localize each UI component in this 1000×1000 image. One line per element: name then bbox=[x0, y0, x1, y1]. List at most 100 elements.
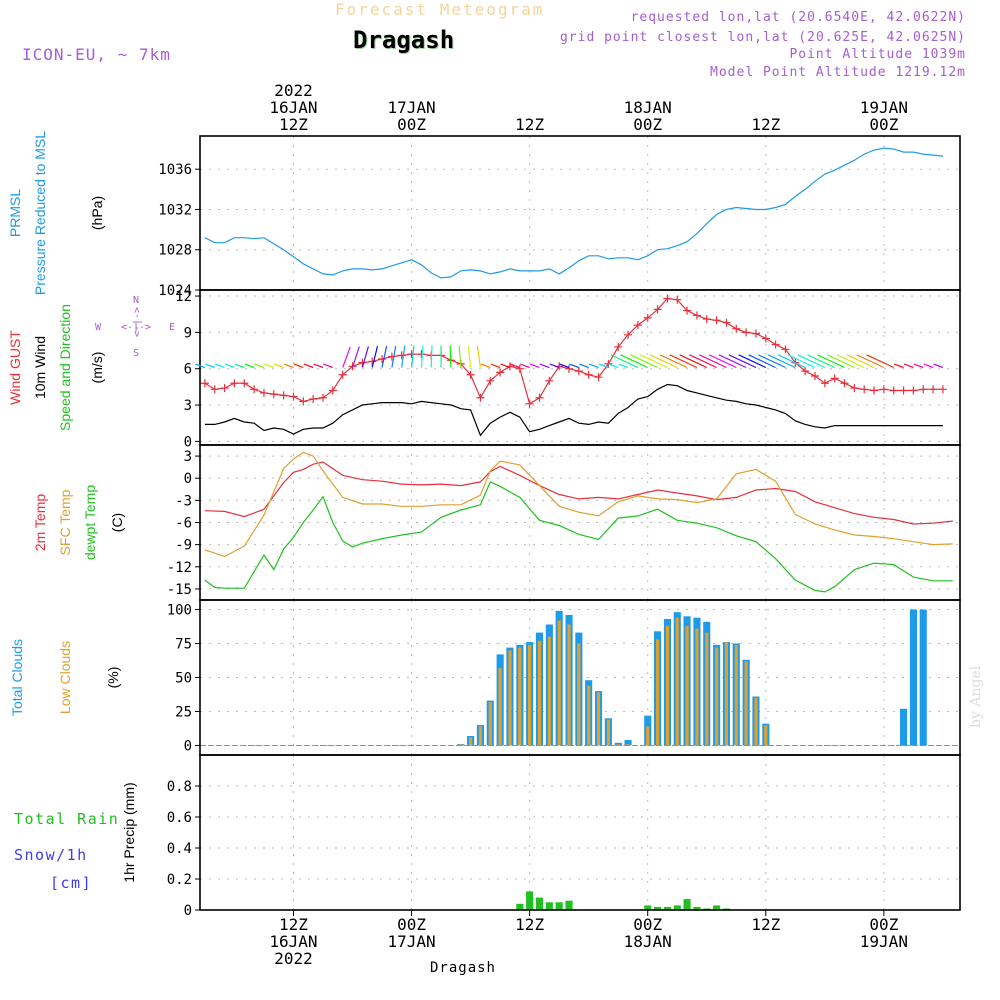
wind-arrow bbox=[659, 354, 688, 369]
wind-arrow bbox=[430, 345, 433, 368]
panel-label: (hPa) bbox=[89, 196, 105, 230]
bar-low-clouds bbox=[616, 744, 620, 746]
y-tick-label: 3 bbox=[184, 398, 192, 414]
wind-arrow bbox=[836, 354, 865, 369]
wind-arrow bbox=[893, 363, 904, 369]
wind-arrow bbox=[846, 354, 875, 369]
panel-label: 10m Wind bbox=[32, 336, 48, 399]
gust-point bbox=[840, 379, 849, 388]
wind-arrow bbox=[254, 363, 265, 369]
gust-point bbox=[279, 391, 288, 400]
panel-label: dewpt Temp bbox=[82, 485, 98, 560]
panel-label: 1hr Precip (mm) bbox=[121, 782, 137, 882]
point-altitude: Point Altitude 1039m bbox=[789, 47, 966, 62]
top-time-label: 00Z bbox=[397, 115, 426, 134]
panel-label: Low Clouds bbox=[57, 641, 73, 714]
top-time-label: 16JAN bbox=[269, 98, 317, 117]
wind-arrow bbox=[923, 363, 934, 369]
panel-frame bbox=[199, 289, 961, 446]
gust-point bbox=[535, 393, 544, 402]
wind-arrow bbox=[420, 345, 424, 368]
wind-arrow bbox=[549, 363, 560, 369]
bar-total-rain bbox=[693, 906, 701, 910]
wind-arrow bbox=[458, 345, 462, 368]
wind-arrow bbox=[699, 354, 727, 369]
panel-label: 2m Temp bbox=[32, 494, 48, 552]
wind-arrow bbox=[283, 363, 294, 369]
compass-ns-arrow: <-|-> bbox=[132, 307, 143, 337]
gust-point bbox=[801, 367, 810, 376]
bar-total-rain bbox=[713, 905, 721, 910]
gust-point bbox=[240, 379, 249, 388]
wind-arrow bbox=[618, 363, 629, 369]
top-time-label: 00Z bbox=[633, 115, 662, 134]
bar-low-clouds bbox=[587, 685, 591, 746]
y-tick-label: 9 bbox=[184, 325, 192, 341]
bar-total-clouds bbox=[624, 740, 632, 746]
wind-arrow bbox=[449, 345, 452, 368]
wind-arrow bbox=[748, 354, 776, 369]
gust-point bbox=[210, 385, 219, 394]
compass-we-arrow: <-|-> bbox=[121, 322, 151, 333]
wind-arrow bbox=[539, 363, 550, 369]
bottom-time-label: 12Z bbox=[751, 915, 780, 934]
wind-arrow bbox=[559, 363, 570, 369]
wind-arrow bbox=[476, 345, 481, 368]
gust-point bbox=[515, 364, 524, 373]
y-tick-label: 0.4 bbox=[167, 841, 192, 857]
bar-low-clouds bbox=[508, 650, 512, 746]
wind-arrow bbox=[529, 363, 540, 369]
bar-low-clouds bbox=[478, 726, 482, 746]
gust-point bbox=[397, 351, 406, 360]
meteogram-title: Forecast Meteogram bbox=[335, 0, 545, 19]
gust-point bbox=[850, 384, 859, 393]
bar-low-clouds bbox=[656, 639, 660, 746]
bottom-time-label: 16JAN bbox=[269, 932, 317, 951]
wind-arrow bbox=[467, 345, 472, 368]
gust-point bbox=[250, 385, 259, 394]
footer-place: Dragash bbox=[430, 960, 496, 976]
gust-point bbox=[604, 359, 613, 368]
requested-coordinates: requested lon,lat (20.6540E, 42.0622N) bbox=[630, 10, 966, 25]
y-tick-label: 12 bbox=[175, 289, 192, 305]
gust-point bbox=[742, 328, 751, 337]
y-tick-label: 75 bbox=[175, 637, 192, 653]
wind-arrow bbox=[579, 363, 589, 369]
wind-arrow bbox=[933, 363, 944, 369]
top-time-label: 19JAN bbox=[860, 98, 908, 117]
wind-arrow bbox=[371, 346, 379, 368]
series-line-wind-gust bbox=[204, 297, 943, 405]
wind-arrow bbox=[588, 363, 599, 369]
wind-arrow bbox=[500, 363, 511, 369]
wind-arrow bbox=[224, 363, 235, 369]
gust-point bbox=[387, 352, 396, 361]
gust-point bbox=[938, 385, 947, 394]
bar-total-rain bbox=[565, 900, 573, 910]
y-tick-label: 1036 bbox=[158, 162, 192, 178]
top-time-label: 12Z bbox=[515, 115, 544, 134]
gust-point bbox=[417, 350, 426, 359]
gust-point bbox=[358, 358, 367, 367]
bar-low-clouds bbox=[675, 617, 679, 746]
top-time-label: 12Z bbox=[751, 115, 780, 134]
wind-arrow bbox=[293, 363, 304, 369]
wind-arrow bbox=[608, 363, 619, 369]
rain-legend-label: Total Rain bbox=[14, 810, 119, 828]
gust-point bbox=[919, 385, 928, 394]
location-name: Dragash bbox=[353, 26, 455, 54]
panel-label: Pressure Reduced to MSL bbox=[32, 131, 48, 295]
bar-low-clouds bbox=[567, 624, 571, 746]
gust-point bbox=[860, 385, 869, 394]
gust-point bbox=[929, 385, 938, 394]
gust-point bbox=[820, 379, 829, 388]
bar-low-clouds bbox=[547, 636, 551, 746]
gust-point bbox=[889, 386, 898, 395]
wind-arrow bbox=[351, 346, 360, 368]
wind-arrow bbox=[361, 346, 369, 368]
top-time-label: 18JAN bbox=[624, 98, 672, 117]
y-tick-label: 3 bbox=[184, 449, 192, 465]
wind-arrow bbox=[510, 363, 521, 369]
wind-arrow bbox=[689, 354, 717, 369]
series-line-pressure bbox=[204, 147, 943, 279]
wind-arrow bbox=[195, 363, 206, 369]
